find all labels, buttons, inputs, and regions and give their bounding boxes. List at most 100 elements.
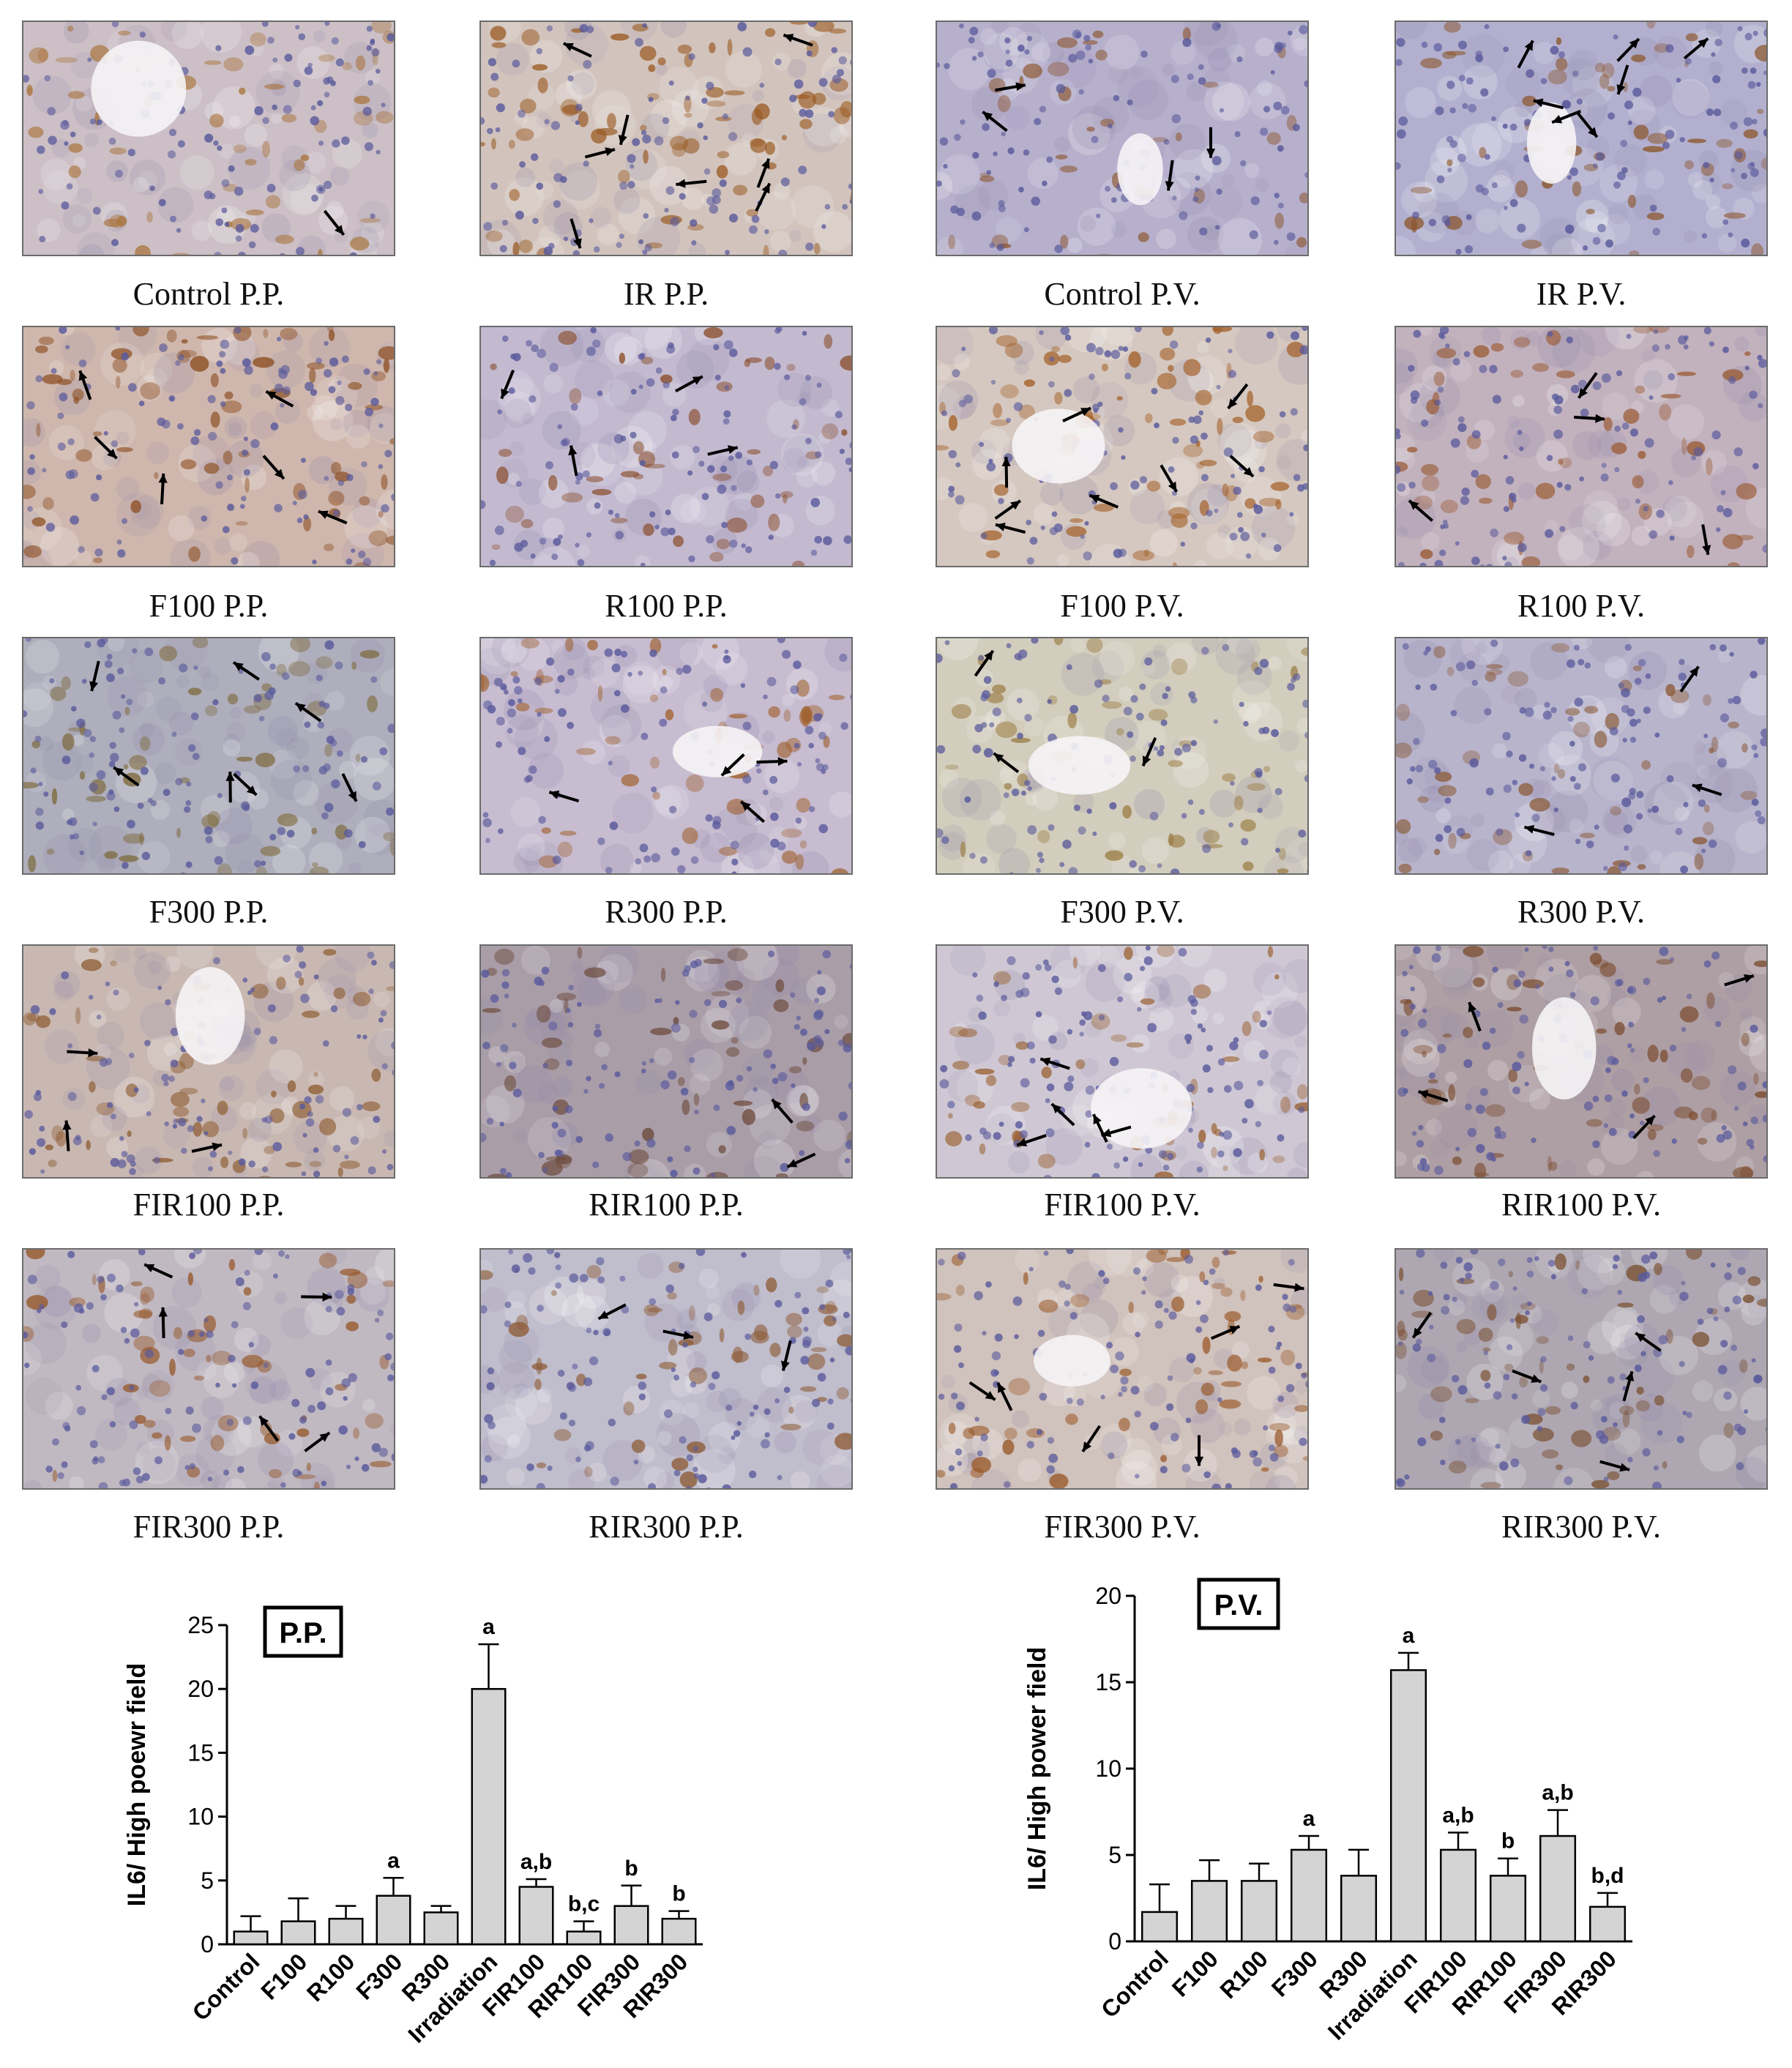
panel-caption: FIR100 P.P. [22,1186,395,1223]
significance-label: a,b [1542,1781,1573,1805]
chart-title-box: P.P. [265,1608,341,1656]
y-axis-label: IL6/ High poewr field [123,1663,151,1906]
error-bar [1398,1653,1419,1671]
micrograph-image [937,327,1309,567]
significance-label: b [672,1882,685,1906]
micrograph-panel [22,1248,395,1490]
panel-caption: IR P.P. [479,275,853,313]
significance-label: a,b [520,1850,552,1874]
bar-chart-svg: 0 5 10 15 20 IL6/ High power field P.V. Control… [1003,1574,1662,2064]
panel-caption: F100 P.V. [936,587,1309,624]
error-bar [1448,1832,1468,1850]
panel-caption: RIR100 P.V. [1395,1186,1768,1223]
micrograph-panel [936,1248,1309,1490]
x-tick-label: Control [1096,1945,1173,2023]
bar [377,1896,411,1944]
error-bar [336,1906,356,1919]
bar [472,1689,506,1944]
panel-caption: RIR300 P.P. [479,1508,853,1545]
bar [1540,1836,1575,1941]
x-tick-label: R100 [1214,1945,1273,2004]
error-bar [1597,1893,1618,1907]
micrograph-panel [936,637,1309,875]
micrograph-image [937,22,1309,256]
panel-caption: FIR100 P.V. [936,1186,1309,1223]
error-bar [1299,1836,1319,1850]
y-tick-label: 20 [1095,1583,1121,1609]
chart-title-box: P.V. [1199,1580,1278,1628]
micrograph-image [1396,1250,1768,1490]
panel-caption: F100 P.P. [22,587,395,624]
panel-caption: R300 P.P. [479,893,853,930]
bar [1590,1907,1625,1941]
panel-caption: R300 P.V. [1395,893,1768,930]
bar [1341,1875,1376,1941]
micrograph-panel [936,326,1309,567]
bar [520,1887,553,1944]
significance-label: a [1303,1807,1315,1831]
bar [1441,1850,1476,1941]
bar [615,1906,649,1944]
micrograph-image [23,638,395,875]
y-tick-label: 10 [187,1804,214,1830]
micrograph-image [1396,638,1768,875]
bar [1142,1912,1177,1941]
significance-label: a [387,1848,400,1873]
chart-title: P.P. [279,1617,326,1649]
micrograph-panel [22,944,395,1179]
panel-caption: F300 P.V. [936,893,1309,930]
significance-label: a,b [1442,1803,1474,1827]
significance-label: b,c [568,1892,600,1916]
micrograph-panel [1395,20,1768,256]
y-tick-label: 15 [187,1739,214,1766]
micrograph-panel [479,637,853,875]
y-axis-label: IL6/ High power field [1023,1647,1051,1890]
error-bar [288,1898,309,1921]
panel-caption: RIR300 P.V. [1395,1508,1768,1545]
micrograph-panel [22,326,395,567]
error-bar [1149,1884,1170,1912]
micrograph-image [23,946,395,1179]
micrograph-panel [479,1248,853,1490]
error-bar [241,1916,261,1932]
bar [329,1919,363,1944]
micrograph-image [937,946,1309,1179]
error-bar [669,1911,690,1919]
micrograph-panel [936,20,1309,256]
bar [1391,1670,1426,1941]
error-bar [526,1879,547,1886]
x-tick-label: F100 [255,1948,312,2004]
y-tick-label: 5 [201,1867,214,1894]
bar [1490,1875,1526,1941]
micrograph-panel [22,20,395,256]
significance-label: a [1403,1624,1415,1648]
bar [1291,1850,1326,1941]
y-tick-label: 0 [1108,1928,1121,1955]
y-tick-label: 15 [1095,1669,1121,1695]
micrograph-image [481,638,853,875]
chart-pv: 0 5 10 15 20 IL6/ High power field P.V. Control… [1003,1574,1662,2064]
micrograph-image [1396,327,1768,567]
bar [425,1912,458,1944]
micrograph-image [23,1250,395,1490]
micrograph-panel [479,20,853,256]
micrograph-image [1396,22,1768,256]
y-tick-label: 5 [1108,1842,1121,1868]
error-bar [574,1922,594,1932]
panel-caption: R100 P.P. [479,587,853,624]
y-tick-label: 10 [1095,1755,1121,1782]
error-bar [479,1644,499,1689]
bar [1242,1881,1277,1941]
y-tick-label: 25 [187,1612,214,1638]
micrograph-panel [1395,326,1768,567]
micrograph-image [481,22,853,256]
micrograph-image [481,946,853,1179]
error-bar [1548,1810,1568,1836]
bar [567,1932,601,1944]
micrograph-image [937,1250,1309,1490]
significance-label: b [1501,1829,1515,1854]
error-bar [384,1878,404,1895]
micrograph-image [23,327,395,567]
micrograph-panel [22,637,395,875]
